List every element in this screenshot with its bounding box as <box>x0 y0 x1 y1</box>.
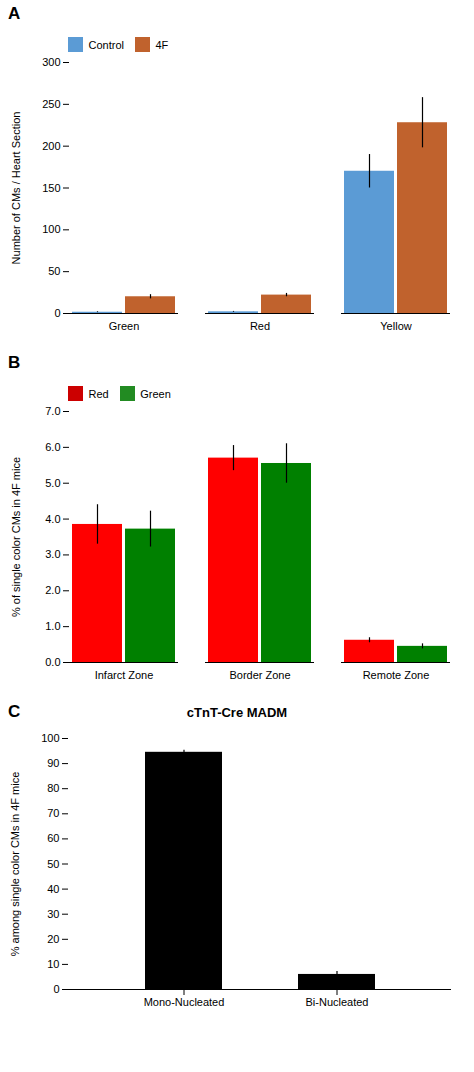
svg-text:% of single color CMs in 4F mi: % of single color CMs in 4F mice <box>10 457 22 617</box>
svg-text:1.0: 1.0 <box>45 620 60 632</box>
svg-text:20: 20 <box>47 933 59 945</box>
svg-text:80: 80 <box>47 782 59 794</box>
html-text:A: A <box>8 4 21 23</box>
svg-text:% among single color CMs in 4F: % among single color CMs in 4F mice <box>9 772 21 957</box>
svg-text:Bi-Nucleated: Bi-Nucleated <box>306 996 369 1008</box>
svg-text:Yellow: Yellow <box>380 320 411 332</box>
html-text:Control: Control <box>88 38 124 51</box>
svg-text:3.0: 3.0 <box>45 548 60 560</box>
svg-text:0: 0 <box>54 307 60 319</box>
svg-text:30: 30 <box>47 908 59 920</box>
svg-text:0: 0 <box>53 983 59 995</box>
svg-text:300: 300 <box>42 56 60 68</box>
svg-text:5.0: 5.0 <box>45 477 60 489</box>
svg-text:50: 50 <box>48 265 60 277</box>
svg-text:90: 90 <box>47 757 59 769</box>
svg-text:Mono-Nucleated: Mono-Nucleated <box>144 996 225 1008</box>
svg-text:100: 100 <box>41 732 59 744</box>
svg-text:4.0: 4.0 <box>45 513 60 525</box>
html-text:Green: Green <box>140 387 171 400</box>
svg-text:70: 70 <box>47 807 59 819</box>
svg-text:60: 60 <box>47 832 59 844</box>
svg-text:10: 10 <box>47 958 59 970</box>
svg-text:50: 50 <box>47 858 59 870</box>
html-text:C: C <box>8 702 21 721</box>
svg-text:0.0: 0.0 <box>45 656 60 668</box>
svg-text:150: 150 <box>42 182 60 194</box>
svg-text:2.0: 2.0 <box>45 584 60 596</box>
svg-text:Border Zone: Border Zone <box>229 669 290 681</box>
svg-text:Number of CMs / Heart Section: Number of CMs / Heart Section <box>10 112 22 265</box>
svg-text:Red: Red <box>250 320 270 332</box>
svg-text:7.0: 7.0 <box>45 405 60 417</box>
html-text:cTnT-Cre MADM: cTnT-Cre MADM <box>186 705 288 720</box>
svg-text:100: 100 <box>42 223 60 235</box>
svg-text:6.0: 6.0 <box>45 441 60 453</box>
svg-text:Infarct Zone: Infarct Zone <box>95 669 154 681</box>
svg-text:Green: Green <box>109 320 140 332</box>
svg-text:40: 40 <box>47 883 59 895</box>
html-text:Red: Red <box>88 387 109 400</box>
html-text:4F: 4F <box>155 38 169 51</box>
svg-text:200: 200 <box>42 140 60 152</box>
svg-text:250: 250 <box>42 98 60 110</box>
svg-text:Remote Zone: Remote Zone <box>363 669 430 681</box>
html-text:B: B <box>8 353 21 372</box>
